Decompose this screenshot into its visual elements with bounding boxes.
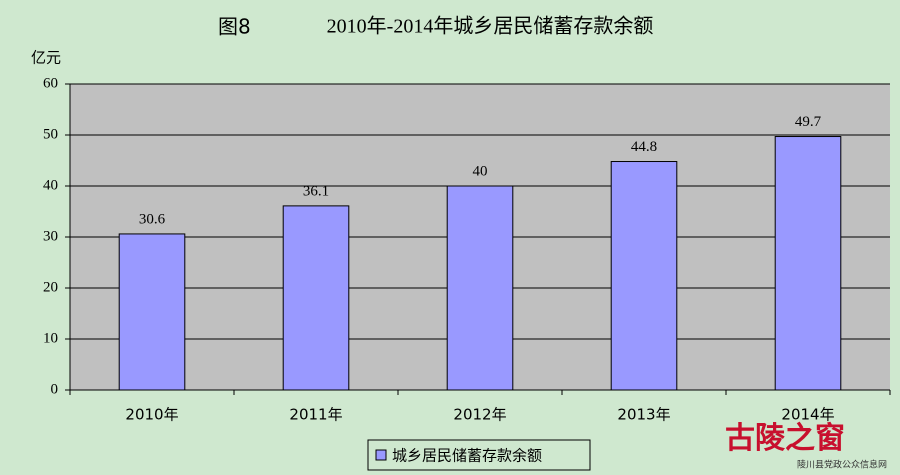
bar <box>282 205 350 391</box>
data-label: 49.7 <box>795 114 822 130</box>
x-tick-label: 2010年 <box>125 406 178 424</box>
bar <box>118 233 186 391</box>
figure-label: 图8 <box>218 15 251 39</box>
data-label: 40 <box>473 163 488 179</box>
y-tick-label: 30 <box>43 228 58 244</box>
watermark-site: 陵川县党政公众信息网 <box>797 459 887 471</box>
x-tick-label: 2011年 <box>289 406 342 424</box>
y-tick-label: 0 <box>51 381 59 397</box>
data-label: 30.6 <box>139 211 166 227</box>
bar <box>446 185 514 391</box>
y-unit: 亿元 <box>31 49 61 67</box>
legend-box <box>367 439 591 471</box>
x-tick-label: 2012年 <box>453 406 506 424</box>
data-label: 44.8 <box>631 139 657 155</box>
legend-swatch <box>375 449 387 461</box>
chart-title: 2010年-2014年城乡居民储蓄存款余额 <box>327 15 654 38</box>
x-tick-label: 2014年 <box>781 406 834 424</box>
x-tick-label: 2013年 <box>617 406 670 424</box>
watermark-logo: 古陵之窗 <box>725 421 845 456</box>
data-label: 36.1 <box>303 183 329 199</box>
legend-label: 城乡居民储蓄存款余额 <box>392 447 542 465</box>
y-tick-label: 40 <box>43 177 58 193</box>
bar <box>610 161 678 391</box>
y-tick-label: 10 <box>43 330 58 346</box>
y-tick-label: 50 <box>43 126 58 142</box>
y-tick-label: 60 <box>43 75 58 91</box>
bar <box>774 136 842 391</box>
y-tick-label: 20 <box>43 279 58 295</box>
